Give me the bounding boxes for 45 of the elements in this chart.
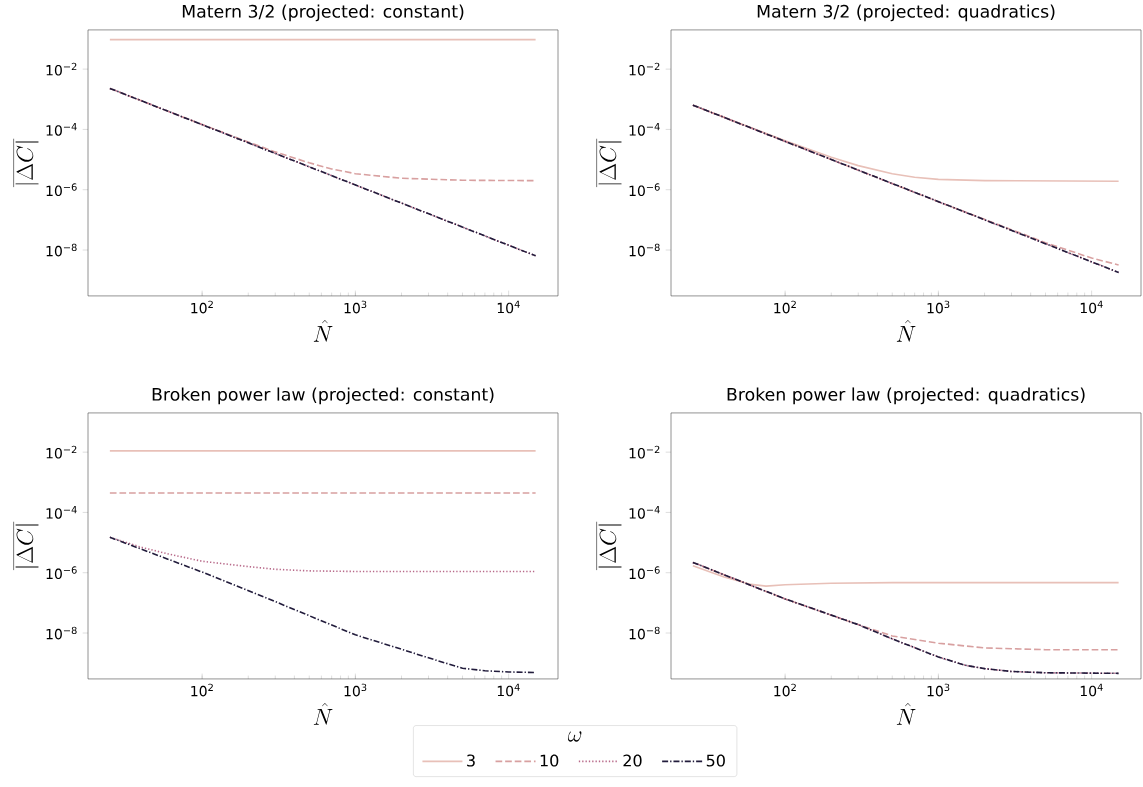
x-axis-title: $\hat{N}$ <box>896 702 916 725</box>
x-tick-label: 10$^{4}$ <box>497 683 520 697</box>
y-tick-label: 10$^{−4}$ <box>46 506 77 519</box>
x-axis-title: $\hat{N}$ <box>313 702 333 725</box>
x-tick-label: 10$^{4}$ <box>1080 683 1103 697</box>
legend-label: 3 <box>467 754 475 767</box>
x-tick-label: 10$^{2}$ <box>191 300 213 314</box>
y-axis-title: $\overline{|\Delta C|}$ <box>596 521 622 571</box>
y-axis-title: $\overline{|\Delta C|}$ <box>596 138 622 188</box>
y-tick-label: 10$^{−4}$ <box>629 123 660 136</box>
legend-label: 20 <box>623 754 642 767</box>
x-tick-label: 10$^{3}$ <box>344 683 367 697</box>
y-tick-label: 10$^{−4}$ <box>629 506 660 519</box>
x-tick-label: 10$^{2}$ <box>191 683 213 697</box>
x-tick-label: 10$^{3}$ <box>344 300 367 314</box>
x-tick-label: 10$^{3}$ <box>927 300 950 314</box>
y-tick-label: 10$^{−6}$ <box>46 566 77 580</box>
legend-label: 10 <box>540 754 559 767</box>
x-axis-title: $\hat{N}$ <box>313 319 333 342</box>
y-axis-title: $\overline{|\Delta C|}$ <box>13 138 39 188</box>
y-tick-label: 10$^{−2}$ <box>46 445 77 459</box>
y-tick-label: 10$^{−8}$ <box>46 243 77 257</box>
x-tick-label: 10$^{4}$ <box>1080 300 1103 314</box>
x-axis-title: $\hat{N}$ <box>896 319 916 342</box>
x-tick-label: 10$^{4}$ <box>497 300 520 314</box>
chart-title: Broken power law (projected: quadratics) <box>727 387 1085 405</box>
x-tick-label: 10$^{2}$ <box>774 300 796 314</box>
x-tick-label: 10$^{2}$ <box>774 683 796 697</box>
y-tick-label: 10$^{−6}$ <box>629 183 660 197</box>
chart-title: Matern 3/2 (projected: constant) <box>182 4 464 22</box>
y-tick-label: 10$^{−2}$ <box>46 62 77 76</box>
y-tick-label: 10$^{−8}$ <box>629 243 660 257</box>
legend-title: $\omega$ <box>567 731 582 742</box>
x-tick-label: 10$^{3}$ <box>927 683 950 697</box>
y-tick-label: 10$^{−8}$ <box>46 626 77 640</box>
y-tick-label: 10$^{−8}$ <box>629 626 660 640</box>
chart-title: Matern 3/2 (projected: quadratics) <box>757 4 1055 22</box>
y-tick-label: 10$^{−2}$ <box>629 445 660 459</box>
y-tick-label: 10$^{−4}$ <box>46 123 77 136</box>
y-tick-label: 10$^{−2}$ <box>629 62 660 76</box>
legend-label: 50 <box>706 754 725 767</box>
y-tick-label: 10$^{−6}$ <box>46 183 77 197</box>
y-tick-label: 10$^{−6}$ <box>629 566 660 580</box>
y-axis-title: $\overline{|\Delta C|}$ <box>13 521 39 571</box>
chart-title: Broken power law (projected: constant) <box>152 387 494 405</box>
